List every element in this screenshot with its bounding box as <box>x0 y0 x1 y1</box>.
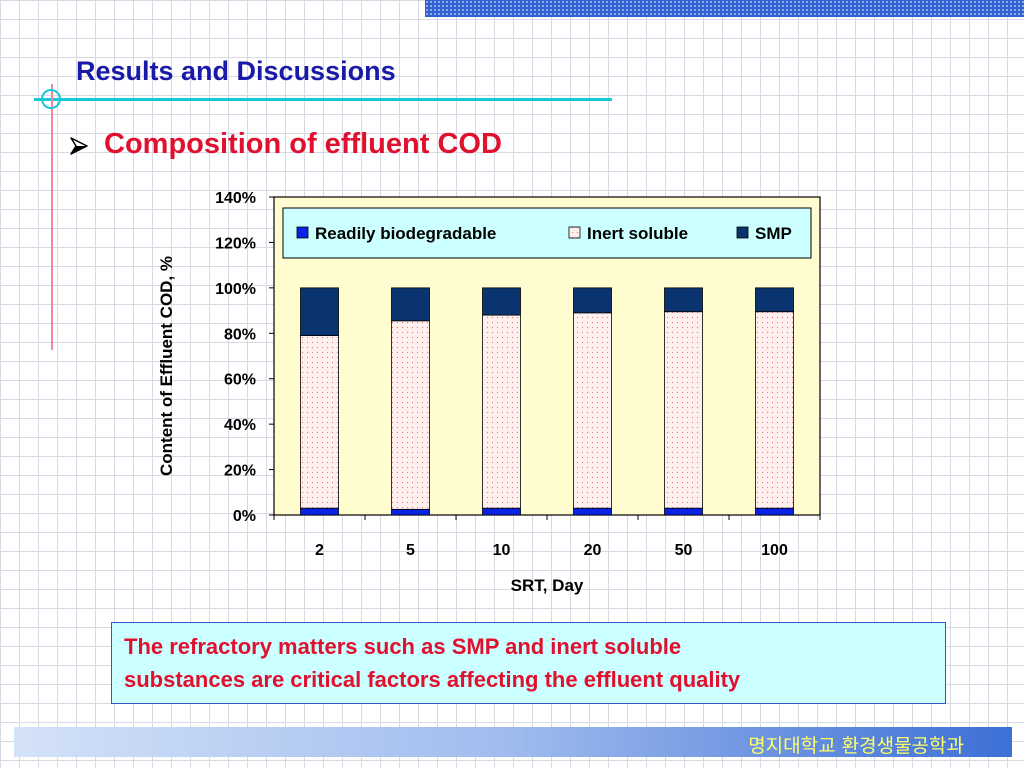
y-tick-label: 80% <box>224 326 256 343</box>
stacked-bar-chart: 0% 20% 40% 60% 80% 100% 120% 140% 2 5 10 20 50 100 R… <box>157 190 821 595</box>
x-tick-label: 5 <box>406 542 415 559</box>
bar-segment-inert-soluble <box>664 311 703 509</box>
bar-segment-readily-biodegradable <box>300 507 339 516</box>
bar-segment-readily-biodegradable <box>391 508 430 516</box>
note-line-1: The refractory matters such as SMP and i… <box>124 634 682 659</box>
footer-band: 명지대학교 환경생물공학과 <box>14 727 1012 757</box>
note-line-2: substances are critical factors affectin… <box>124 667 741 692</box>
x-tick-label: 2 <box>315 542 324 559</box>
x-tick-label: 100 <box>761 542 788 559</box>
chart-legend: Readily biodegradable Inert soluble SMP <box>282 207 812 259</box>
x-axis-label: SRT, Day <box>511 576 584 595</box>
bar-segment-inert-soluble <box>300 335 339 509</box>
arrow-bullet-icon <box>70 137 88 155</box>
bar-segment-smp <box>573 287 612 314</box>
y-axis-label: Content of Effluent COD, % <box>157 256 176 476</box>
bar-segment-inert-soluble <box>573 312 612 509</box>
bar-segment-smp <box>664 287 703 313</box>
y-tick-label: 20% <box>224 463 256 480</box>
y-tick-label: 60% <box>224 372 256 389</box>
footer-university-label: 명지대학교 환경생물공학과 <box>748 735 964 757</box>
y-axis: 0% 20% 40% 60% 80% 100% 120% 140% <box>215 190 274 525</box>
bar-segment-smp <box>755 287 794 313</box>
bar-segment-inert-soluble <box>755 311 794 509</box>
y-tick-label: 140% <box>215 190 256 207</box>
x-tick-label: 50 <box>675 542 693 559</box>
bar-segment-smp <box>300 287 339 336</box>
bar-segment-inert-soluble <box>391 320 430 510</box>
title-underline <box>34 98 612 101</box>
bar-segment-inert-soluble <box>482 314 521 509</box>
bar-segment-readily-biodegradable <box>664 507 703 516</box>
bar-segment-smp <box>391 287 430 322</box>
decorative-vertical-line <box>51 84 53 350</box>
legend-label: SMP <box>755 224 792 243</box>
y-tick-label: 120% <box>215 235 256 252</box>
decorative-circle <box>41 89 61 109</box>
x-tick-label: 10 <box>493 542 511 559</box>
legend-box <box>282 207 812 259</box>
legend-swatch <box>736 226 749 239</box>
legend-swatch <box>568 226 581 239</box>
y-tick-label: 100% <box>215 281 256 298</box>
top-pattern-band <box>425 0 1024 17</box>
legend-label: Inert soluble <box>587 224 688 243</box>
bars-group <box>300 287 794 516</box>
y-tick-label: 0% <box>233 508 256 525</box>
bar-segment-readily-biodegradable <box>573 507 612 516</box>
x-tick-label: 20 <box>584 542 602 559</box>
y-tick-label: 40% <box>224 417 256 434</box>
conclusion-note: The refractory matters such as SMP and i… <box>111 622 946 704</box>
x-axis: 2 5 10 20 50 100 <box>273 515 821 559</box>
bar-segment-readily-biodegradable <box>482 507 521 516</box>
legend-label: Readily biodegradable <box>315 224 496 243</box>
legend-swatch <box>296 226 309 239</box>
slide-subtitle: Composition of effluent COD <box>104 128 502 160</box>
bar-segment-smp <box>482 287 521 316</box>
slide-title: Results and Discussions <box>76 56 396 86</box>
bar-segment-readily-biodegradable <box>755 507 794 516</box>
